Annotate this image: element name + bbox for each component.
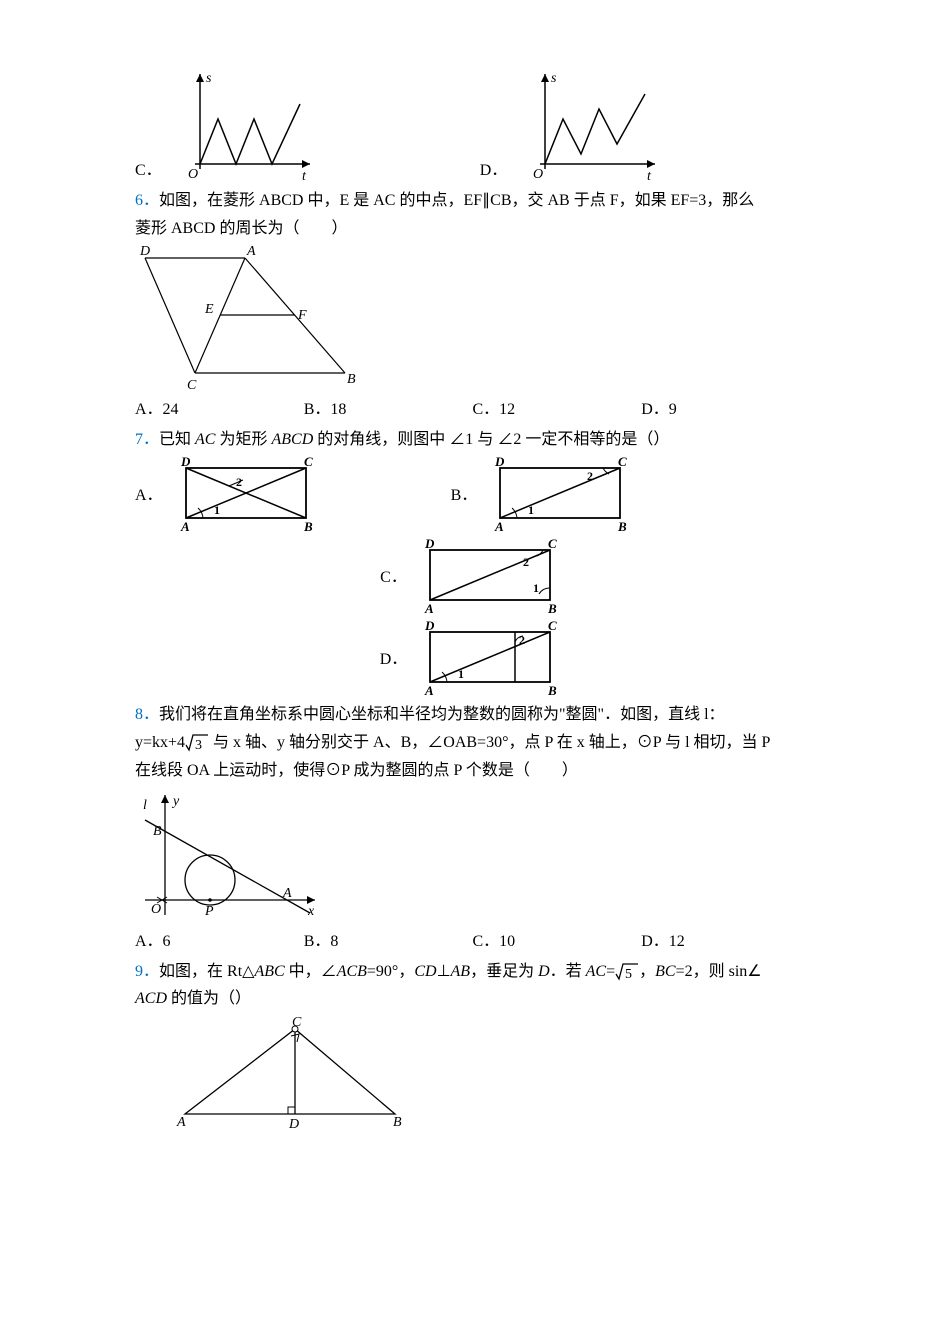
svg-text:B: B xyxy=(617,519,627,534)
svg-text:C: C xyxy=(548,538,557,551)
svg-text:C: C xyxy=(548,620,557,633)
q5-opt-d-label: D． xyxy=(480,158,508,184)
q5-opt-c-label: C． xyxy=(135,158,162,184)
q5-graph-c: s t O xyxy=(170,64,320,184)
svg-text:2: 2 xyxy=(523,555,529,569)
sqrt-5-icon: 5 xyxy=(615,962,639,982)
q9-diagram: C A D B xyxy=(175,1014,405,1129)
q6-opt-d: D．9 xyxy=(641,397,810,423)
q8-line1: 8．我们将在直角坐标系中圆心坐标和半径均为整数的圆称为"整圆"．如图，直线 l： xyxy=(135,702,810,728)
q6-opt-a: A．24 xyxy=(135,397,304,423)
svg-text:D: D xyxy=(494,456,505,469)
svg-text:D: D xyxy=(139,244,150,259)
q6-options: A．24 B．18 C．12 D．9 xyxy=(135,397,810,423)
svg-text:3: 3 xyxy=(195,738,202,753)
svg-text:1: 1 xyxy=(528,503,534,517)
q7-number: 7． xyxy=(135,431,159,448)
q9-number: 9． xyxy=(135,963,159,980)
q7-diagram-b: D C A B 2 1 xyxy=(485,456,635,534)
svg-text:2: 2 xyxy=(587,469,593,483)
svg-text:x: x xyxy=(307,904,315,919)
svg-text:y: y xyxy=(171,794,180,809)
q7-opt-b-label: B． xyxy=(451,483,478,509)
svg-text:A: A xyxy=(424,683,434,698)
q7-diagram-d: D C A B 2 1 xyxy=(415,620,565,698)
sqrt-3-icon: 3 xyxy=(185,733,209,753)
svg-text:C: C xyxy=(304,456,313,469)
svg-text:A: A xyxy=(494,519,504,534)
q6-text-line2: 菱形 ABCD 的周长为（ ） xyxy=(135,216,810,242)
q6-diagram: D A E F C B xyxy=(135,243,385,393)
q8-opt-a: A．6 xyxy=(135,929,304,955)
q7-diagram-c: D C A B 2 1 xyxy=(415,538,565,616)
q7-opt-d-label: D． xyxy=(380,647,408,673)
q5-graph-d: s t O xyxy=(515,64,665,184)
svg-text:C: C xyxy=(187,378,197,393)
q9-line1: 9．如图，在 Rt△ABC 中，∠ACB=90°，CD⊥AB，垂足为 D．若 A… xyxy=(135,959,810,985)
q7-text: 7．已知 AC 为矩形 ABCD 的对角线，则图中 ∠1 与 ∠2 一定不相等的… xyxy=(135,427,810,453)
svg-text:P: P xyxy=(204,904,214,919)
q8-opt-c: C．10 xyxy=(473,929,642,955)
svg-text:2: 2 xyxy=(519,633,525,647)
svg-text:O: O xyxy=(533,167,543,182)
svg-text:A: A xyxy=(282,886,292,901)
svg-text:D: D xyxy=(180,456,191,469)
q7-opt-c-label: C． xyxy=(380,565,407,591)
axis-s-label: s xyxy=(206,71,212,86)
svg-text:D: D xyxy=(424,620,435,633)
q8-number: 8． xyxy=(135,706,159,723)
q6-text-line1: 如图，在菱形 ABCD 中，E 是 AC 的中点，EF∥CB，交 AB 于点 F… xyxy=(159,192,754,209)
q8-line2: y=kx+43 与 x 轴、y 轴分别交于 A、B，∠OAB=30°，点 P 在… xyxy=(135,730,810,756)
svg-text:5: 5 xyxy=(625,967,632,982)
q8-line3: 在线段 OA 上运动时，使得⊙P 成为整圆的点 P 个数是（ ） xyxy=(135,758,810,784)
svg-text:t: t xyxy=(647,169,652,184)
svg-text:A: A xyxy=(180,519,190,534)
svg-text:C: C xyxy=(292,1015,302,1030)
q7-opt-a-label: A． xyxy=(135,483,163,509)
svg-text:D: D xyxy=(288,1117,299,1129)
svg-text:C: C xyxy=(618,456,627,469)
q6-text: 6．如图，在菱形 ABCD 中，E 是 AC 的中点，EF∥CB，交 AB 于点… xyxy=(135,188,810,214)
svg-text:1: 1 xyxy=(214,503,220,517)
q6-opt-b: B．18 xyxy=(304,397,473,423)
q8-opt-d: D．12 xyxy=(641,929,810,955)
q7-diagram-a: D C A B 2 1 xyxy=(171,456,321,534)
q9-line2: ACD 的值为（） xyxy=(135,986,810,1012)
svg-text:B: B xyxy=(547,683,557,698)
svg-text:O: O xyxy=(151,902,161,917)
svg-text:A: A xyxy=(176,1115,186,1129)
svg-text:l: l xyxy=(143,798,147,813)
origin-label: O xyxy=(188,167,198,182)
svg-text:B: B xyxy=(393,1115,402,1129)
svg-text:B: B xyxy=(303,519,313,534)
svg-text:B: B xyxy=(347,372,356,387)
axis-t-label: t xyxy=(302,169,307,184)
q7-row-d: D． D C A B 2 1 xyxy=(135,620,810,698)
svg-text:B: B xyxy=(153,824,162,839)
q6-opt-c: C．12 xyxy=(473,397,642,423)
q6-number: 6． xyxy=(135,192,159,209)
svg-text:F: F xyxy=(297,308,307,323)
svg-text:B: B xyxy=(547,601,557,616)
svg-text:s: s xyxy=(551,71,557,86)
q8-options: A．6 B．8 C．10 D．12 xyxy=(135,929,810,955)
svg-text:A: A xyxy=(246,244,256,259)
svg-text:1: 1 xyxy=(533,581,539,595)
q5-options-cd: C． s t O D． s t O xyxy=(135,64,810,184)
svg-text:1: 1 xyxy=(458,667,464,681)
q7-row-c: C． D C A B 2 1 xyxy=(135,538,810,616)
svg-text:A: A xyxy=(424,601,434,616)
svg-text:D: D xyxy=(424,538,435,551)
q8-diagram: l y B O P A x xyxy=(135,785,325,925)
q8-opt-b: B．8 xyxy=(304,929,473,955)
q7-row-ab: A． D C A B 2 1 B． D C A B 2 1 xyxy=(135,456,810,534)
svg-text:E: E xyxy=(204,302,214,317)
